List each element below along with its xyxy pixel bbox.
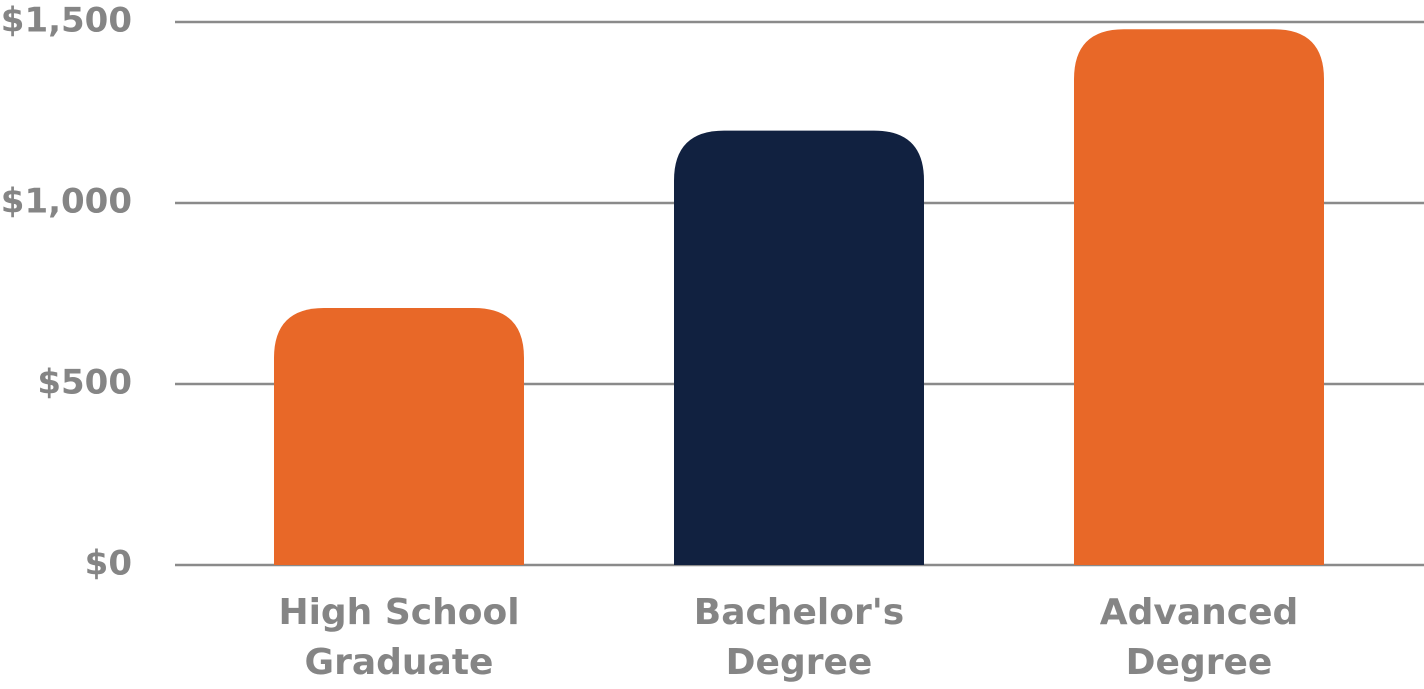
x-tick-label: High School Graduate [278,592,520,683]
y-tick-label: $1,500 [1,1,132,41]
y-tick-label: $500 [37,363,132,403]
bar [674,130,924,565]
y-tick-label: $0 [85,544,132,584]
y-tick-label: $1,000 [1,182,132,222]
bar [274,307,524,565]
x-tick-label: Advanced Degree [1099,592,1299,683]
x-tick-label: Bachelor's Degree [693,592,905,683]
bar [1074,29,1324,566]
